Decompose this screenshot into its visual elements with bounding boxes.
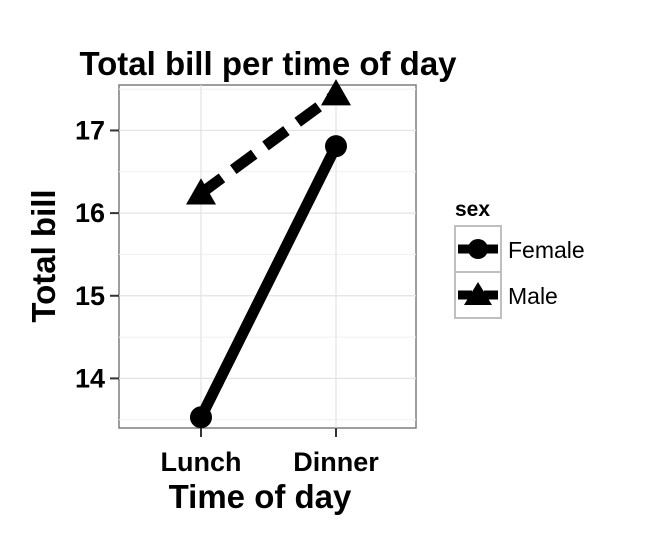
x-tick-label: Dinner <box>293 447 379 477</box>
x-tick-label: Lunch <box>161 447 242 477</box>
axis-ticks: 14 15 16 17 Lunch Dinner <box>75 115 379 477</box>
y-tick-label: 17 <box>75 115 105 145</box>
plot-panel <box>118 84 417 429</box>
series-line-female <box>196 143 341 420</box>
legend-label-female: Female <box>508 237 585 263</box>
legend-marker-female <box>468 239 488 259</box>
point-male-lunch <box>186 178 216 205</box>
legend: sex Female Male <box>454 198 585 319</box>
y-tick-label: 14 <box>75 363 105 393</box>
point-male-dinner <box>321 79 351 106</box>
series-line-male <box>197 89 340 198</box>
point-female-lunch <box>190 406 212 429</box>
series-layer <box>186 79 351 429</box>
point-female-dinner <box>325 135 347 158</box>
chart-title: Total bill per time of day <box>79 45 457 82</box>
x-axis-title: Time of day <box>169 478 352 515</box>
y-tick-label: 16 <box>75 198 105 228</box>
legend-title: sex <box>455 198 490 221</box>
y-tick-label: 15 <box>75 281 105 311</box>
legend-marker-male <box>464 282 492 305</box>
legend-label-male: Male <box>508 283 558 309</box>
y-axis-title: Total bill <box>25 189 62 322</box>
